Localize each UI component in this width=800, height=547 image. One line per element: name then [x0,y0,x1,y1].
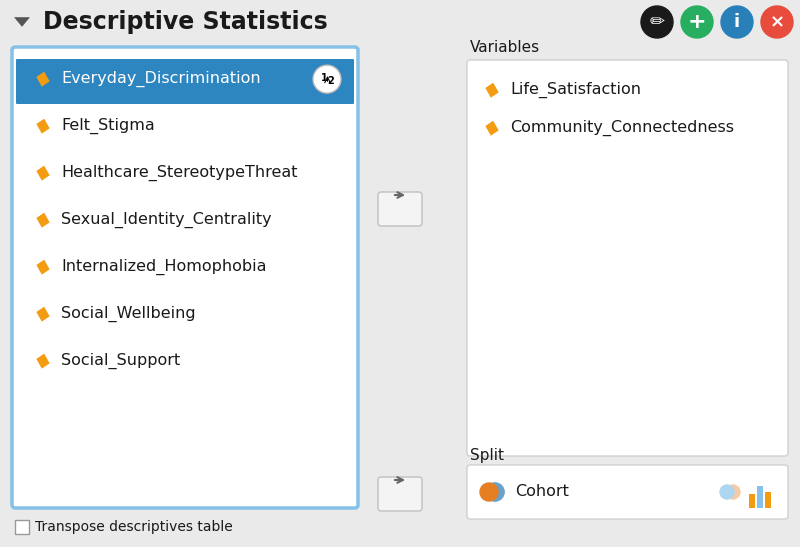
Circle shape [313,65,341,93]
Text: Life_Satisfaction: Life_Satisfaction [510,82,641,98]
Polygon shape [36,260,50,275]
FancyBboxPatch shape [467,60,788,456]
FancyBboxPatch shape [12,47,358,508]
Text: ✏: ✏ [650,13,665,31]
Text: Community_Connectedness: Community_Connectedness [510,120,734,136]
Text: 2: 2 [328,76,334,86]
Text: Healthcare_StereotypeThreat: Healthcare_StereotypeThreat [61,165,298,181]
Text: Felt_Stigma: Felt_Stigma [61,118,154,134]
Bar [765,492,771,508]
Text: 1: 1 [321,73,327,83]
Text: Cohort: Cohort [515,485,569,499]
Text: Internalized_Homophobia: Internalized_Homophobia [61,259,266,275]
FancyBboxPatch shape [378,477,422,511]
Text: Descriptive Statistics: Descriptive Statistics [43,10,328,34]
Text: Transpose descriptives table: Transpose descriptives table [35,520,233,534]
Polygon shape [486,121,498,136]
Circle shape [641,6,673,38]
Circle shape [726,485,740,499]
Bar [749,494,755,508]
Circle shape [480,483,498,501]
Text: Split: Split [470,448,504,463]
FancyBboxPatch shape [16,59,354,104]
Text: ×: × [770,13,785,31]
Text: i: i [734,13,740,31]
Text: Everyday_Discrimination: Everyday_Discrimination [61,71,261,88]
Polygon shape [36,119,50,133]
Bar [15,520,29,534]
Circle shape [720,485,734,499]
Polygon shape [486,83,498,98]
Text: Social_Wellbeing: Social_Wellbeing [61,306,196,322]
Polygon shape [36,72,50,86]
Text: +: + [688,12,706,32]
FancyBboxPatch shape [467,465,788,519]
Text: Social_Support: Social_Support [61,353,180,369]
Circle shape [486,483,504,501]
Text: Sexual_Identity_Centrality: Sexual_Identity_Centrality [61,212,272,228]
Polygon shape [36,213,50,228]
Circle shape [721,6,753,38]
Polygon shape [36,307,50,322]
Circle shape [486,483,504,501]
Polygon shape [36,354,50,369]
Circle shape [761,6,793,38]
Polygon shape [14,17,30,27]
Text: Variables: Variables [470,40,540,55]
FancyBboxPatch shape [378,192,422,226]
Bar [757,486,763,508]
Polygon shape [36,166,50,181]
Circle shape [681,6,713,38]
